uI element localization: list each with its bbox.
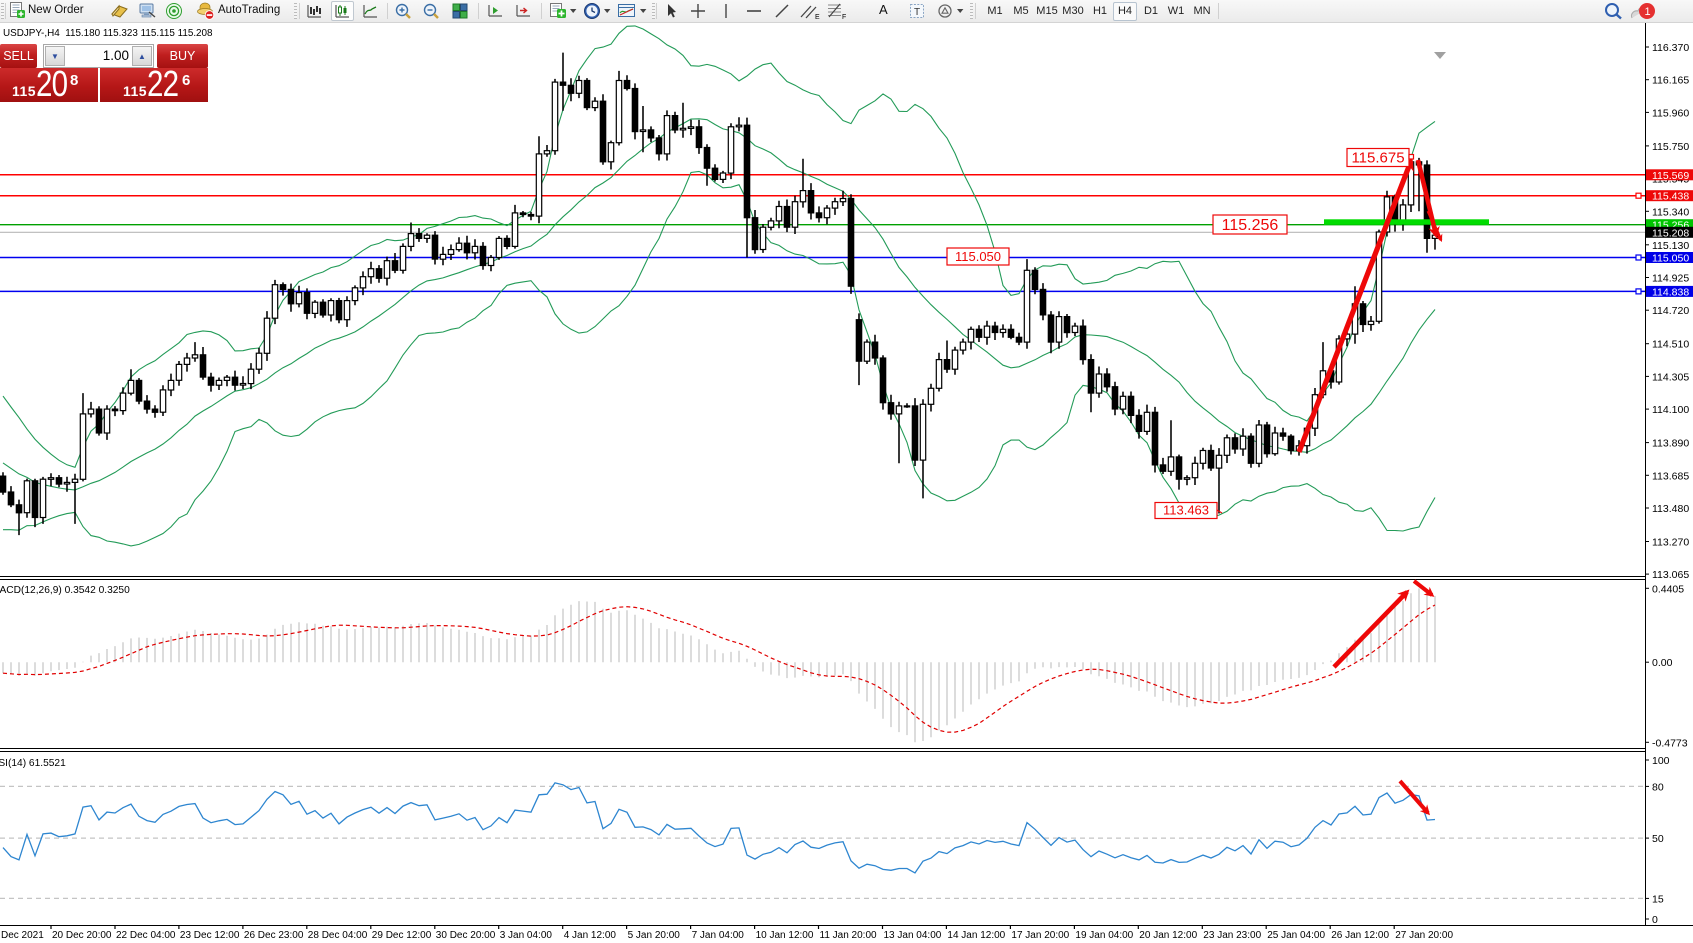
- svg-text:5 Jan 20:00: 5 Jan 20:00: [628, 930, 681, 941]
- svg-text:27 Jan 20:00: 27 Jan 20:00: [1395, 930, 1453, 941]
- svg-text:T: T: [914, 7, 920, 18]
- svg-text:15: 15: [1652, 893, 1664, 905]
- svg-text:23 Jan 23:00: 23 Jan 23:00: [1203, 930, 1261, 941]
- svg-text:Dec 2021: Dec 2021: [1, 930, 44, 941]
- svg-text:115.340: 115.340: [1652, 206, 1689, 218]
- svg-text:22 Dec 04:00: 22 Dec 04:00: [116, 930, 176, 941]
- svg-text:113.890: 113.890: [1652, 438, 1689, 450]
- svg-text:115.050: 115.050: [955, 249, 1001, 264]
- svg-text:114.100: 114.100: [1652, 404, 1689, 416]
- svg-text:100: 100: [1652, 755, 1670, 767]
- svg-text:114.720: 114.720: [1652, 305, 1689, 317]
- svg-text:20 Dec 20:00: 20 Dec 20:00: [52, 930, 112, 941]
- svg-text:115.438: 115.438: [1652, 191, 1689, 203]
- svg-text:26 Jan 12:00: 26 Jan 12:00: [1331, 930, 1389, 941]
- svg-text:116.370: 116.370: [1652, 42, 1689, 54]
- svg-text:30 Dec 20:00: 30 Dec 20:00: [436, 930, 496, 941]
- svg-text:19 Jan 04:00: 19 Jan 04:00: [1075, 930, 1133, 941]
- svg-text:115.050: 115.050: [1652, 253, 1689, 265]
- svg-text:113.065: 113.065: [1652, 569, 1689, 581]
- svg-text:115.208: 115.208: [1652, 227, 1689, 239]
- svg-text:10 Jan 12:00: 10 Jan 12:00: [756, 930, 814, 941]
- svg-text:0.00: 0.00: [1652, 657, 1673, 669]
- svg-text:50: 50: [1652, 833, 1664, 845]
- svg-text:MACD(12,26,9) 0.3542 0.3250: MACD(12,26,9) 0.3542 0.3250: [0, 585, 130, 596]
- svg-text:114.510: 114.510: [1652, 339, 1689, 351]
- svg-text:113.270: 113.270: [1652, 537, 1689, 549]
- svg-text:115.130: 115.130: [1652, 240, 1689, 252]
- svg-text:115.569: 115.569: [1652, 170, 1689, 182]
- svg-text:F: F: [842, 14, 846, 20]
- svg-text:0: 0: [1652, 914, 1658, 926]
- svg-text:114.925: 114.925: [1652, 273, 1689, 285]
- svg-text:115.256: 115.256: [1222, 217, 1279, 234]
- svg-text:114.305: 114.305: [1652, 371, 1689, 383]
- svg-text:115.675: 115.675: [1351, 150, 1404, 167]
- svg-text:23 Dec 12:00: 23 Dec 12:00: [180, 930, 240, 941]
- svg-text:1: 1: [1645, 6, 1651, 18]
- svg-text:14 Jan 12:00: 14 Jan 12:00: [947, 930, 1005, 941]
- svg-text:28 Dec 04:00: 28 Dec 04:00: [308, 930, 368, 941]
- svg-text:USDJPY-,H4 115.180 115.323 11: USDJPY-,H4 115.180 115.323 115.115 115.2…: [3, 28, 213, 39]
- svg-text:4 Jan 12:00: 4 Jan 12:00: [564, 930, 617, 941]
- svg-text:7 Jan 04:00: 7 Jan 04:00: [692, 930, 745, 941]
- svg-text:RSI(14) 61.5521: RSI(14) 61.5521: [0, 758, 66, 769]
- svg-text:E: E: [815, 14, 820, 20]
- svg-text:114.838: 114.838: [1652, 286, 1689, 298]
- svg-text:113.685: 113.685: [1652, 470, 1689, 482]
- svg-text:29 Dec 12:00: 29 Dec 12:00: [372, 930, 432, 941]
- svg-text:3 Jan 04:00: 3 Jan 04:00: [500, 930, 553, 941]
- svg-text:113.463: 113.463: [1163, 503, 1209, 518]
- svg-text:-0.4773: -0.4773: [1652, 737, 1688, 749]
- svg-text:80: 80: [1652, 781, 1664, 793]
- svg-text:25 Jan 04:00: 25 Jan 04:00: [1267, 930, 1325, 941]
- svg-text:26 Dec 23:00: 26 Dec 23:00: [244, 930, 304, 941]
- svg-text:116.165: 116.165: [1652, 75, 1689, 87]
- svg-text:11 Jan 20:00: 11 Jan 20:00: [820, 930, 878, 941]
- svg-text:113.480: 113.480: [1652, 503, 1689, 515]
- svg-text:115.960: 115.960: [1652, 107, 1689, 119]
- svg-text:13 Jan 04:00: 13 Jan 04:00: [884, 930, 942, 941]
- svg-text:17 Jan 20:00: 17 Jan 20:00: [1011, 930, 1069, 941]
- svg-text:0.4405: 0.4405: [1652, 583, 1684, 595]
- svg-text:115.750: 115.750: [1652, 141, 1689, 153]
- svg-text:20 Jan 12:00: 20 Jan 12:00: [1139, 930, 1197, 941]
